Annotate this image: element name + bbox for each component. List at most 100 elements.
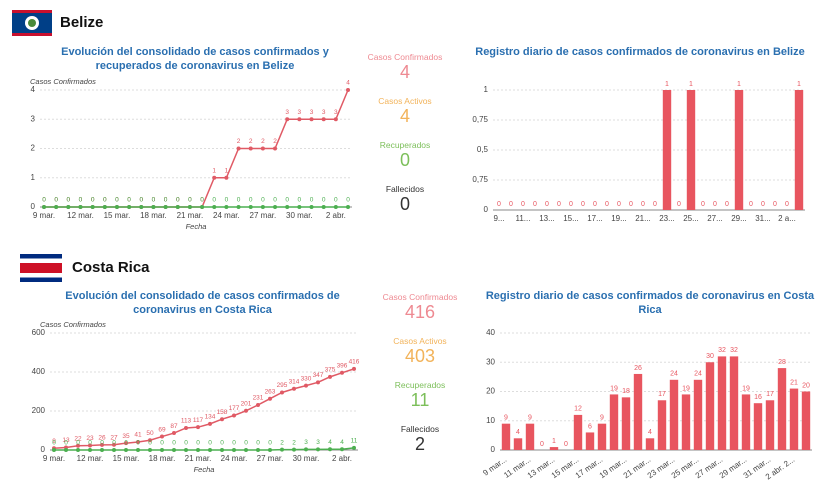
data-label: 24 <box>670 371 678 378</box>
data-label: 27 <box>110 434 118 441</box>
point <box>260 205 265 209</box>
y-axis-title: Casos Confirmados <box>40 320 106 329</box>
x-tick-label: 15... <box>563 214 579 223</box>
point <box>100 442 104 447</box>
point <box>196 425 200 430</box>
data-label: 35 <box>122 433 130 440</box>
data-label: 4 <box>516 429 520 436</box>
data-label: 113 <box>181 418 192 425</box>
data-label: 4 <box>340 439 344 446</box>
data-label: 19 <box>610 385 618 392</box>
point <box>244 448 248 452</box>
data-label: 0 <box>677 201 681 208</box>
data-label: 0 <box>42 197 46 204</box>
data-label: 0 <box>701 201 705 208</box>
data-label: 0 <box>285 197 289 204</box>
data-label: 0 <box>112 440 116 447</box>
data-label: 0 <box>139 197 143 204</box>
point <box>297 205 302 209</box>
x-tick-label: 24 mar. <box>213 211 240 220</box>
point <box>304 447 308 452</box>
x-tick-label: 18 mar. <box>149 454 176 463</box>
point <box>273 205 278 209</box>
point <box>151 205 156 209</box>
point <box>309 117 314 122</box>
bar <box>753 403 763 450</box>
point <box>256 448 260 452</box>
bar <box>501 423 511 450</box>
point <box>280 447 284 452</box>
data-label: 0 <box>605 201 609 208</box>
y-tick-label: 0,75 <box>472 115 488 124</box>
x-tick-label: 19... <box>611 214 627 223</box>
x-tick-label: 21 mar. <box>185 454 212 463</box>
bar <box>777 368 787 450</box>
data-label: 23 <box>86 435 94 442</box>
data-label: 0 <box>232 440 236 447</box>
x-tick-label: 25... <box>683 214 699 223</box>
x-axis-title: Fecha <box>186 222 207 231</box>
x-tick-label: 23... <box>659 214 675 223</box>
point <box>212 175 217 180</box>
point <box>292 386 296 391</box>
point <box>184 448 188 452</box>
point <box>224 175 229 180</box>
point <box>172 431 176 436</box>
stat: Fallecidos 0 <box>350 184 460 215</box>
point <box>88 448 92 452</box>
data-label: 20 <box>802 382 810 389</box>
bar <box>645 438 655 450</box>
point <box>248 146 253 151</box>
data-label: 0 <box>79 197 83 204</box>
point <box>316 447 320 452</box>
data-label: 0 <box>212 197 216 204</box>
x-tick-label: 2 a... <box>778 214 796 223</box>
data-label: 416 <box>349 359 360 366</box>
data-label: 0 <box>569 201 573 208</box>
point <box>352 445 356 450</box>
x-tick-label: 15 mar. <box>113 454 140 463</box>
data-label: 0 <box>533 201 537 208</box>
data-label: 26 <box>634 365 642 372</box>
data-label: 0 <box>540 441 544 448</box>
data-label: 9 <box>528 415 532 422</box>
data-label: 1 <box>689 81 693 88</box>
bar <box>741 394 751 450</box>
bar <box>513 438 523 450</box>
y-tick-label: 20 <box>486 387 495 396</box>
point <box>321 117 326 122</box>
data-label: 0 <box>200 197 204 204</box>
y-axis-title: Casos Confirmados <box>30 77 96 86</box>
data-label: 0 <box>346 197 350 204</box>
point <box>280 390 284 395</box>
point <box>163 205 168 209</box>
data-label: 0 <box>545 201 549 208</box>
stat-value: 0 <box>399 194 410 214</box>
point <box>304 383 308 388</box>
data-label: 134 <box>205 414 216 421</box>
data-label: 0 <box>136 440 140 447</box>
data-label: 0 <box>88 440 92 447</box>
bar <box>609 394 619 450</box>
point <box>273 146 278 151</box>
data-label: 13 <box>62 437 70 444</box>
stat: Casos Activos 4 <box>350 96 460 127</box>
data-label: 158 <box>217 409 228 416</box>
data-label: 0 <box>160 440 164 447</box>
point <box>340 447 344 452</box>
point <box>232 448 236 452</box>
data-label: 3 <box>298 109 302 116</box>
y-tick-label: 600 <box>32 328 46 337</box>
bar <box>662 90 672 210</box>
data-label: 0 <box>237 197 241 204</box>
x-tick-label: 30 mar. <box>286 211 313 220</box>
stat-label: Recuperados <box>379 140 431 150</box>
data-label: 1 <box>737 81 741 88</box>
data-label: 0 <box>76 440 80 447</box>
point <box>220 417 224 422</box>
data-label: 117 <box>193 417 204 424</box>
point <box>297 117 302 122</box>
stat: Casos Confirmados 416 <box>365 292 475 323</box>
point <box>124 448 128 452</box>
point <box>136 440 140 445</box>
